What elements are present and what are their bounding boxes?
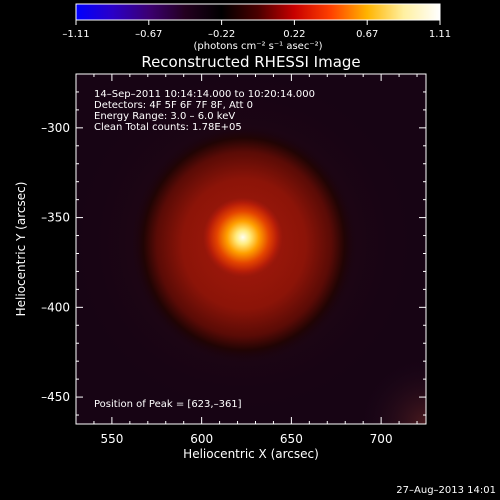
colorbar-tick-label: –1.11: [62, 29, 89, 40]
colorbar-tick-label: 0.67: [356, 29, 378, 40]
y-axis-ticks: –300 –350 –400 –450: [41, 73, 426, 416]
colorbar-units-label: (photons cm⁻² s⁻¹ asec⁻²): [193, 41, 322, 52]
colorbar: –1.11 –0.67 –0.22 0.22 0.67 1.11 (photons cm⁻…: [62, 3, 451, 52]
y-tick-label: –400: [41, 300, 70, 314]
peak-source: [202, 197, 283, 278]
x-axis-ticks: 550 600 650 700: [93, 74, 418, 446]
colorbar-tick-label: 1.11: [429, 29, 451, 40]
info-line: Detectors: 4F 5F 6F 7F 8F, Att 0: [94, 100, 253, 111]
colorbar-gradient: [75, 3, 441, 21]
y-tick-label: –450: [41, 390, 70, 404]
footer-timestamp: 27–Aug–2013 14:01: [396, 485, 496, 496]
y-axis-label: Heliocentric Y (arcsec): [14, 182, 28, 317]
x-tick-label: 550: [100, 432, 123, 446]
colorbar-tick-label: –0.22: [208, 29, 235, 40]
plot-title: Reconstructed RHESSI Image: [141, 53, 360, 71]
x-tick-label: 700: [370, 432, 393, 446]
observation-info: 14–Sep–2011 10:14:14.000 to 10:20:14.000…: [94, 89, 315, 133]
image-panel: [76, 74, 426, 424]
colorbar-ticks: –1.11 –0.67 –0.22 0.22 0.67 1.11: [62, 20, 451, 40]
y-tick-label: –300: [41, 121, 70, 135]
plot-frame: [75, 73, 427, 425]
colorbar-tick-label: 0.22: [283, 29, 305, 40]
peak-position-label: Position of Peak = [623,–361]: [94, 399, 242, 410]
lower-right-artifact: [356, 354, 426, 424]
info-line: Energy Range: 3.0 – 6.0 keV: [94, 111, 235, 122]
x-tick-label: 600: [190, 432, 213, 446]
x-axis-label: Heliocentric X (arcsec): [183, 447, 319, 461]
info-line: Clean Total counts: 1.78E+05: [94, 122, 242, 133]
info-line: 14–Sep–2011 10:14:14.000 to 10:20:14.000: [94, 89, 315, 100]
y-tick-label: –350: [41, 211, 70, 225]
colorbar-tick-label: –0.67: [135, 29, 162, 40]
x-tick-label: 650: [280, 432, 303, 446]
